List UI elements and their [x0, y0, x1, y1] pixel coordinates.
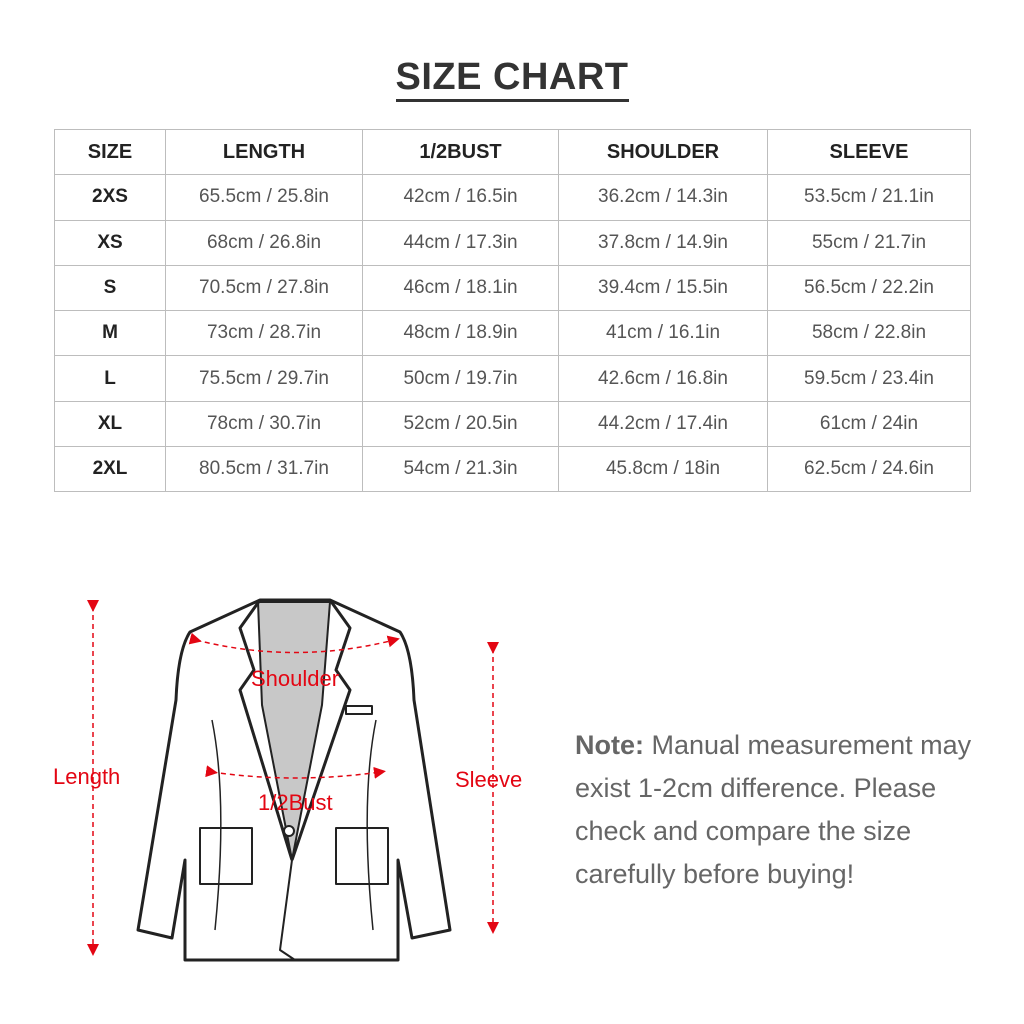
- measurement-cell: 37.8cm / 14.9in: [558, 219, 768, 266]
- bust-arrow: [205, 765, 386, 779]
- table-row: S 70.5cm / 27.8in 46cm / 18.1in 39.4cm / 15…: [54, 264, 971, 312]
- size-cell: 2XL: [54, 446, 166, 493]
- note-label: Note:: [575, 730, 644, 760]
- measurement-note: Note: Manual measurement may exist 1-2cm…: [575, 724, 995, 896]
- measurement-cell: 75.5cm / 29.7in: [165, 355, 363, 402]
- size-table: SIZE LENGTH 1/2BUST SHOULDER SLEEVE 2XS 6…: [54, 128, 971, 493]
- header-length: LENGTH: [165, 128, 363, 176]
- sleeve-label: Sleeve: [455, 767, 523, 792]
- jacket-diagram: [87, 598, 499, 962]
- measurement-cell: 59.5cm / 23.4in: [767, 355, 971, 402]
- header-size: SIZE: [54, 128, 166, 176]
- measurement-cell: 54cm / 21.3in: [362, 446, 559, 493]
- measurement-cell: 42cm / 16.5in: [362, 174, 559, 221]
- table-row: 2XS 65.5cm / 25.8in 42cm / 16.5in 36.2cm / …: [54, 174, 971, 221]
- size-cell: M: [54, 310, 166, 357]
- measurement-cell: 48cm / 18.9in: [362, 310, 559, 357]
- measurement-cell: 46cm / 18.1in: [362, 264, 559, 312]
- size-cell: XS: [54, 219, 166, 266]
- measurement-cell: 61cm / 24in: [767, 400, 971, 448]
- page-title: SIZE CHART: [0, 56, 1024, 102]
- shoulder-label: Shoulder: [251, 666, 340, 691]
- size-cell: XL: [54, 400, 166, 448]
- measurement-cell: 55cm / 21.7in: [767, 219, 971, 266]
- measurement-cell: 39.4cm / 15.5in: [558, 264, 768, 312]
- header-shoulder: SHOULDER: [558, 128, 768, 176]
- measurement-cell: 53.5cm / 21.1in: [767, 174, 971, 221]
- measurement-cell: 50cm / 19.7in: [362, 355, 559, 402]
- measurement-cell: 44cm / 17.3in: [362, 219, 559, 266]
- measurement-cell: 56.5cm / 22.2in: [767, 264, 971, 312]
- table-row: M 73cm / 28.7in 48cm / 18.9in 41cm / 16.1in…: [54, 310, 971, 357]
- jacket-illustration: [136, 598, 452, 962]
- measurement-cell: 44.2cm / 17.4in: [558, 400, 768, 448]
- size-cell: 2XS: [54, 174, 166, 221]
- table-header-row: SIZE LENGTH 1/2BUST SHOULDER SLEEVE: [54, 128, 971, 176]
- size-cell: L: [54, 355, 166, 402]
- measurement-cell: 65.5cm / 25.8in: [165, 174, 363, 221]
- measurement-cell: 80.5cm / 31.7in: [165, 446, 363, 493]
- measurement-cell: 58cm / 22.8in: [767, 310, 971, 357]
- measurement-cell: 52cm / 20.5in: [362, 400, 559, 448]
- measurement-cell: 78cm / 30.7in: [165, 400, 363, 448]
- size-cell: S: [54, 264, 166, 312]
- note-text: Manual measurement may exist 1-2cm diffe…: [575, 730, 972, 889]
- measurement-cell: 42.6cm / 16.8in: [558, 355, 768, 402]
- shoulder-arrow: [188, 632, 400, 654]
- table-row: L 75.5cm / 29.7in 50cm / 19.7in 42.6cm / 16…: [54, 355, 971, 402]
- measurement-cell: 70.5cm / 27.8in: [165, 264, 363, 312]
- length-label: Length: [53, 764, 121, 789]
- measurement-cell: 45.8cm / 18in: [558, 446, 768, 493]
- measurement-cell: 73cm / 28.7in: [165, 310, 363, 357]
- header-sleeve: SLEEVE: [767, 128, 971, 176]
- measurement-cell: 41cm / 16.1in: [558, 310, 768, 357]
- measurement-cell: 36.2cm / 14.3in: [558, 174, 768, 221]
- header-bust: 1/2BUST: [362, 128, 559, 176]
- measurement-cell: 68cm / 26.8in: [165, 219, 363, 266]
- measure-lines: [87, 600, 499, 956]
- table-row: 2XL 80.5cm / 31.7in 54cm / 21.3in 45.8cm / …: [54, 446, 971, 493]
- measurement-cell: 62.5cm / 24.6in: [767, 446, 971, 493]
- bust-label: 1/2Bust: [258, 790, 333, 815]
- table-row: XS 68cm / 26.8in 44cm / 17.3in 37.8cm / 14.…: [54, 219, 971, 266]
- table-row: XL 78cm / 30.7in 52cm / 20.5in 44.2cm / 17.…: [54, 400, 971, 448]
